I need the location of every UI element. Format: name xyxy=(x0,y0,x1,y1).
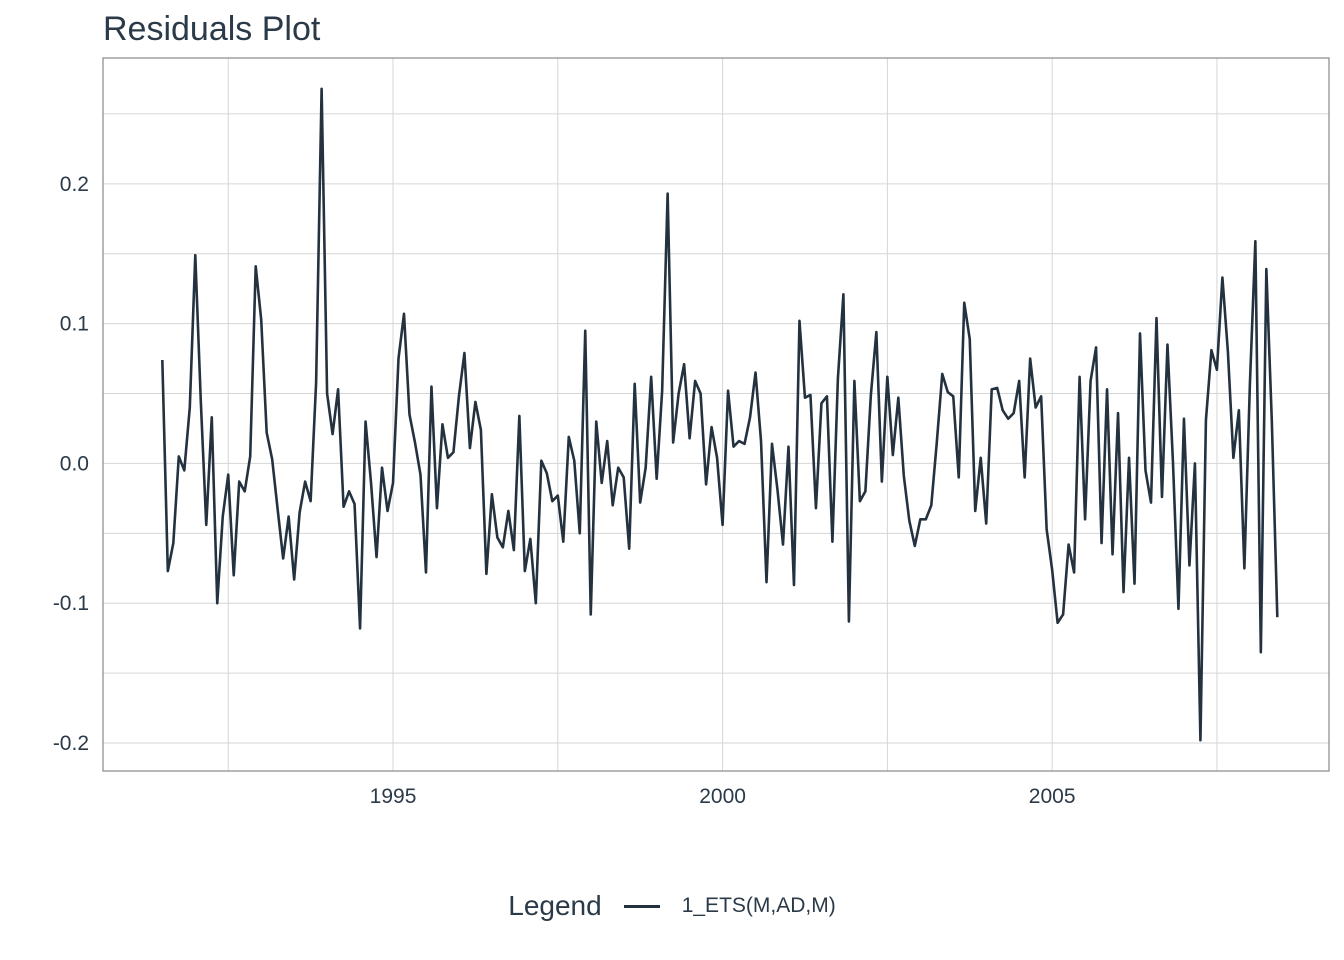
x-tick-label: 2000 xyxy=(699,785,746,808)
y-tick-label: 0.0 xyxy=(60,452,89,475)
y-tick-label: 0.1 xyxy=(60,313,89,336)
legend-line-key xyxy=(623,904,660,908)
y-tick-label: -0.2 xyxy=(53,732,89,755)
y-axis-tick-labels: -0.2 -0.1 0.0 0.1 0.2 xyxy=(53,173,89,755)
legend-title: Legend xyxy=(508,890,602,921)
y-tick-label: 0.2 xyxy=(60,173,89,196)
legend-entry-label: 1_ETS(M,AD,M) xyxy=(681,894,836,917)
grid-lines xyxy=(103,58,1329,771)
chart-title: Residuals Plot xyxy=(103,10,321,48)
plot-panel-border xyxy=(102,57,1330,772)
legend: Legend 1_ETS(M,AD,M) xyxy=(0,890,1344,922)
x-axis-tick-labels: 1995 2000 2005 xyxy=(370,785,1076,808)
series-layer xyxy=(161,87,1279,742)
y-tick-label: -0.1 xyxy=(53,592,89,615)
x-tick-label: 2005 xyxy=(1029,785,1076,808)
series-line-ets xyxy=(161,87,1279,742)
x-tick-label: 1995 xyxy=(370,785,417,808)
